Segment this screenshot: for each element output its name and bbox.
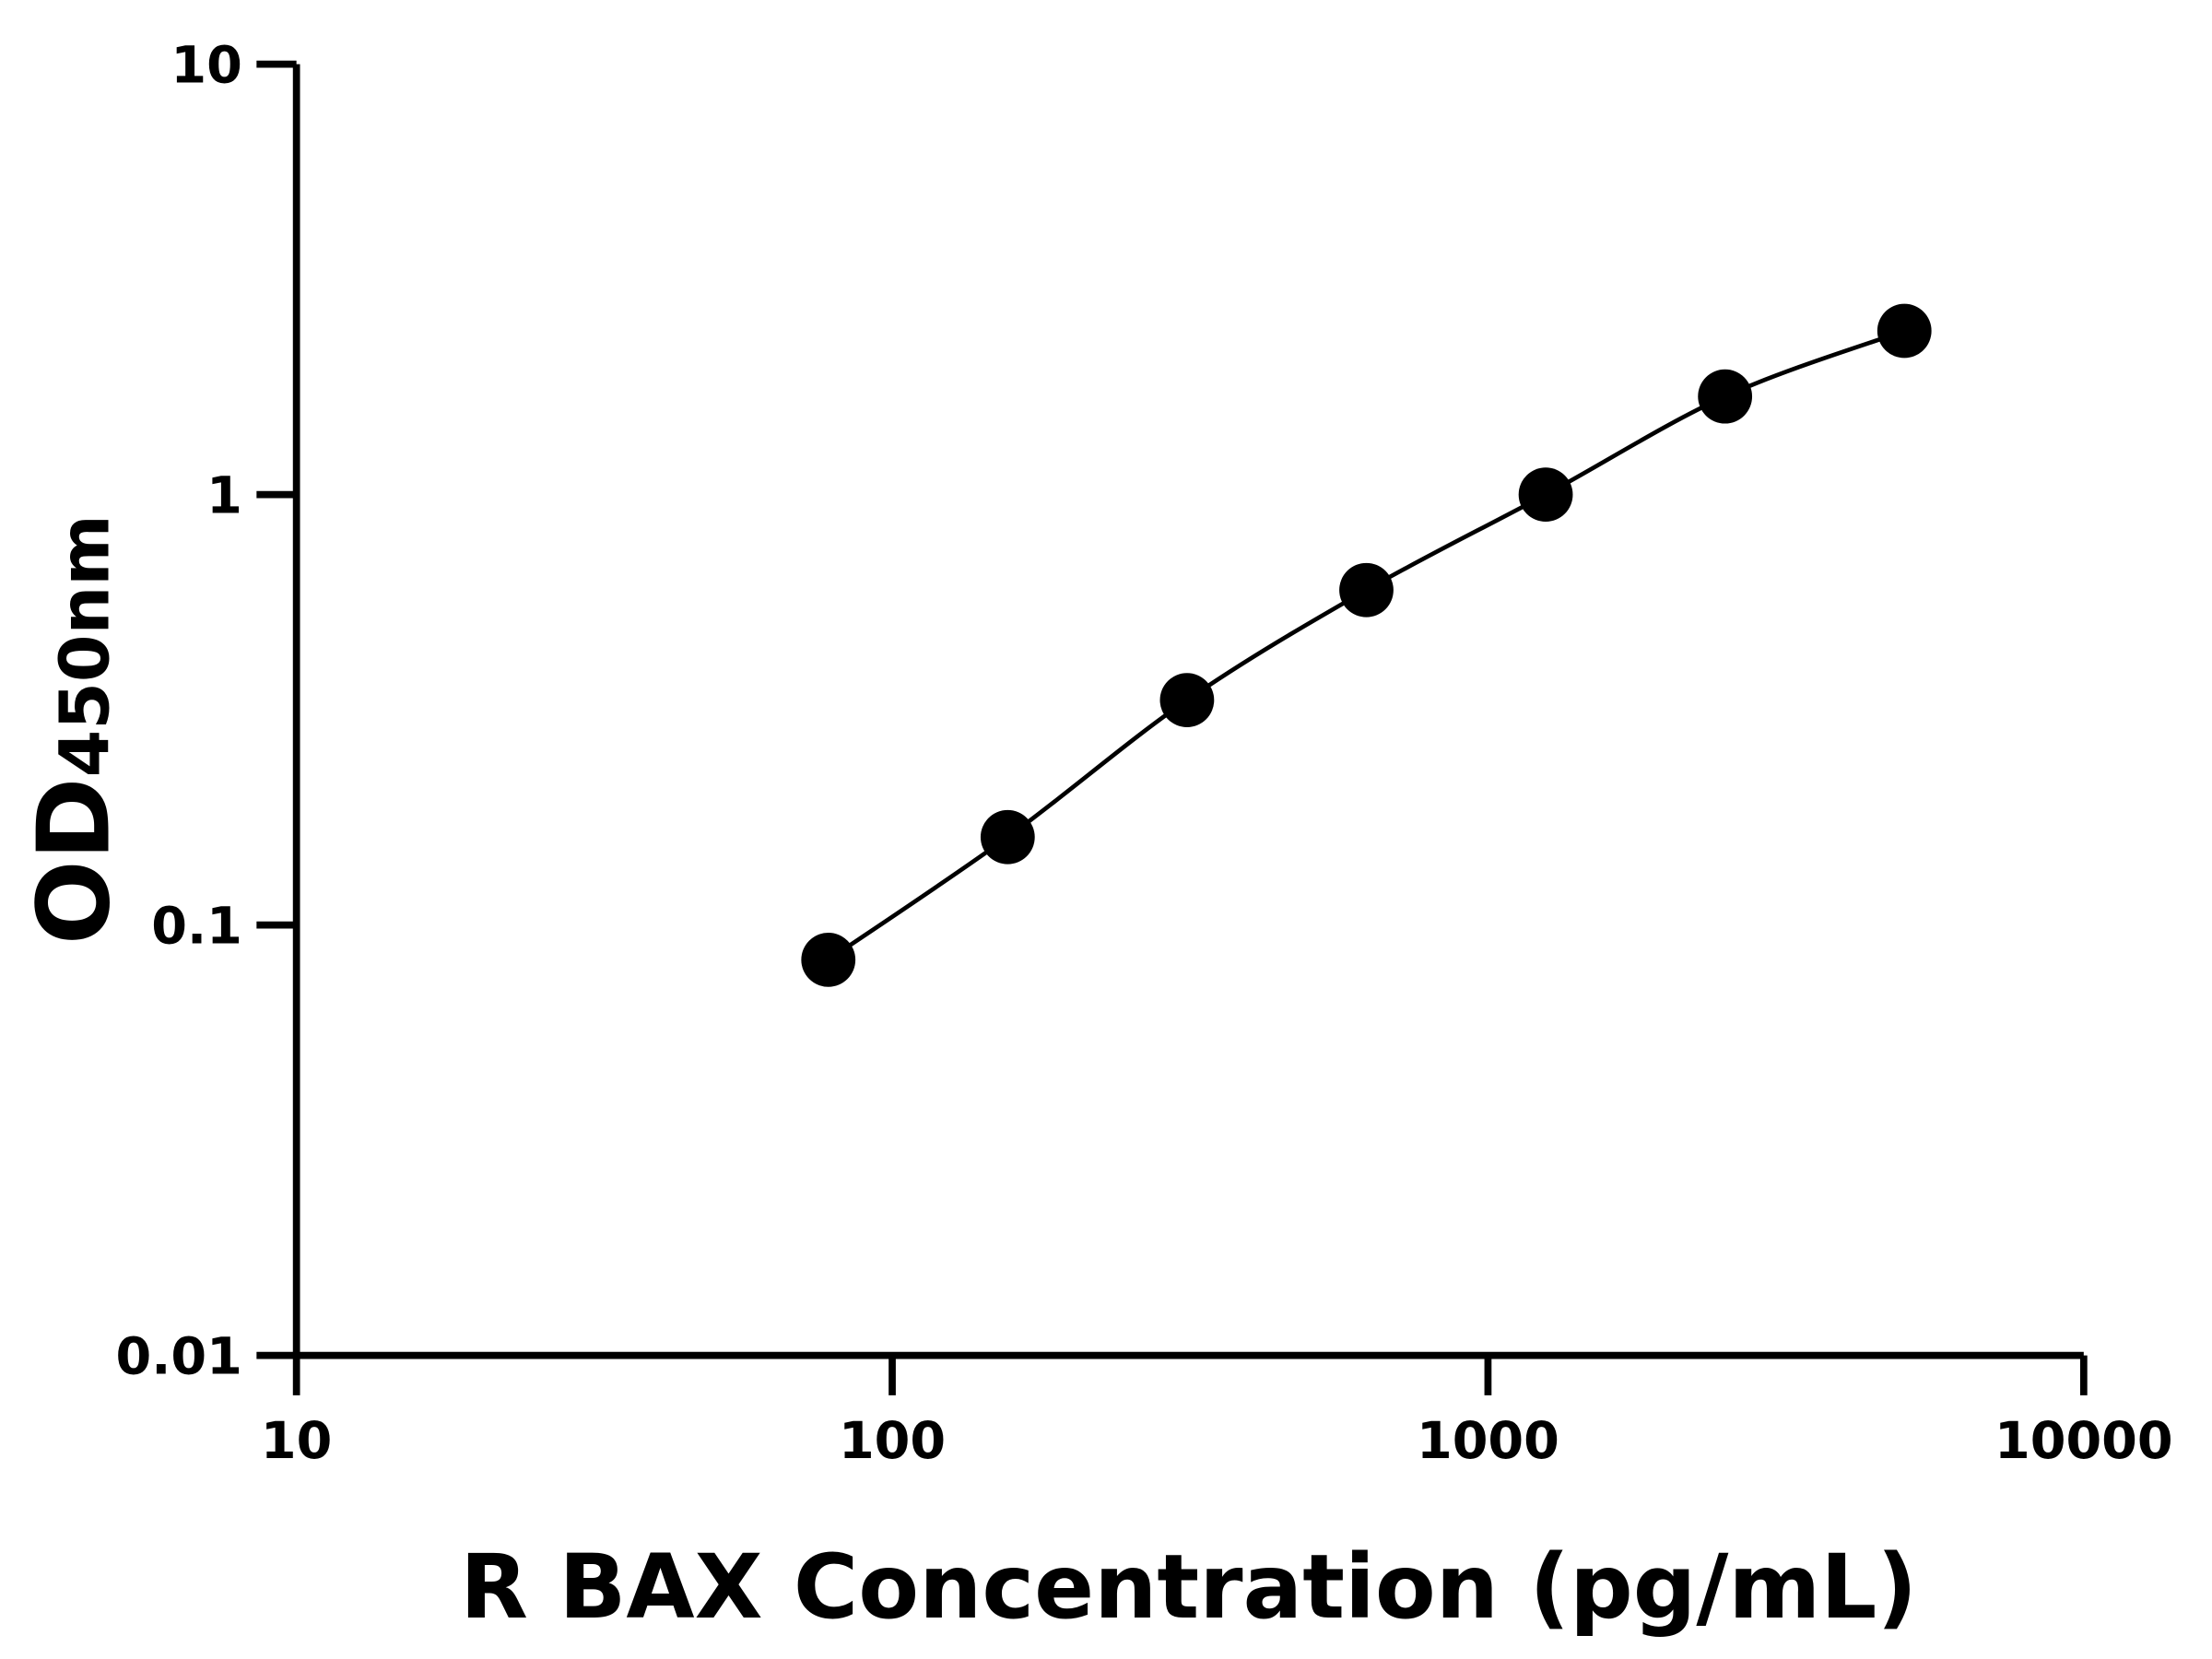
y-axis-title: OD450nm xyxy=(17,514,133,945)
y-axis-title-subscript: 450nm xyxy=(45,514,125,777)
y-tick-label: 10 xyxy=(171,36,241,96)
y-tick-label: 1 xyxy=(206,466,242,526)
fit-curve xyxy=(827,328,1906,962)
data-point xyxy=(980,809,1035,865)
y-axis-title-main: OD xyxy=(17,777,133,945)
data-point xyxy=(801,933,856,987)
y-tick-label: 0.1 xyxy=(151,897,242,957)
data-point xyxy=(1339,562,1394,618)
x-tick-label: 100 xyxy=(839,1411,946,1471)
y-tick-label: 0.01 xyxy=(116,1327,242,1387)
x-axis-title: R BAX Concentration (pg/mL) xyxy=(460,1535,1917,1639)
x-tick-label: 10 xyxy=(261,1411,332,1471)
data-point xyxy=(1159,673,1215,728)
data-point xyxy=(1877,303,1932,359)
x-tick-label: 10000 xyxy=(1994,1411,2173,1471)
y-axis-title-text: OD450nm xyxy=(17,514,133,945)
data-point xyxy=(1518,467,1573,522)
data-point xyxy=(1698,369,1753,424)
x-tick-label: 1000 xyxy=(1417,1411,1559,1471)
